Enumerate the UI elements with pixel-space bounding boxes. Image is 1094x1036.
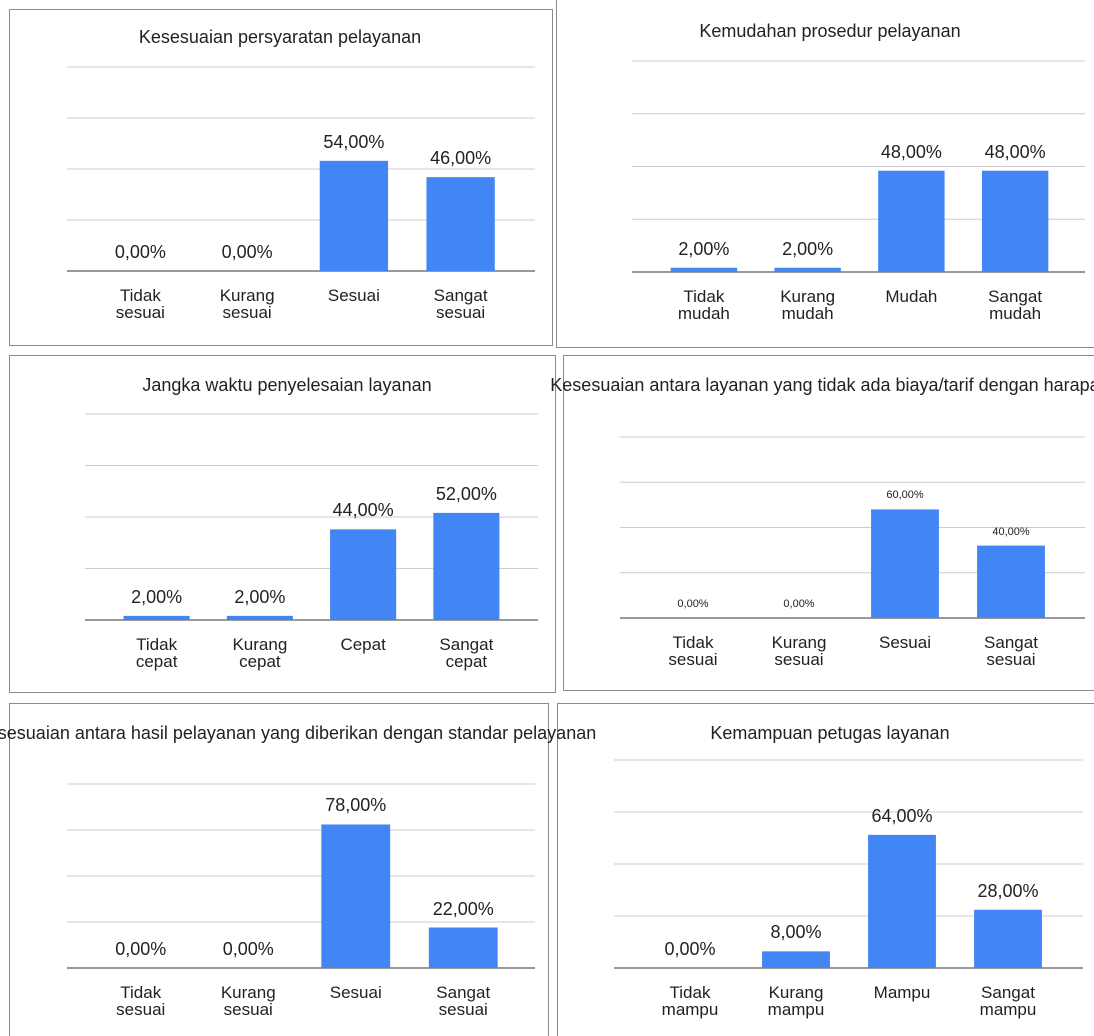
x-tick-label: Tidak sesuai: [116, 983, 166, 1019]
x-tick-label: Cepat: [340, 635, 386, 654]
value-label: 0,00%: [222, 939, 274, 959]
value-label: 0,00%: [115, 939, 167, 959]
value-label: 78,00%: [325, 795, 387, 816]
value-label: 0,00%: [677, 598, 709, 610]
value-label: 2,00%: [782, 238, 834, 259]
x-tick-label: Sangat sesuai: [436, 983, 491, 1019]
value-label: 44,00%: [332, 500, 394, 521]
bar: [878, 170, 945, 272]
x-tick-label: Kurang mampu: [767, 983, 825, 1019]
x-tick-label: Kurang sesuai: [771, 633, 827, 669]
x-tick-label: Tidak mampu: [661, 983, 719, 1019]
value-label: 0,00%: [114, 242, 166, 262]
chart-title: Kemampuan petugas layanan: [710, 723, 950, 743]
chart-title: Kemudahan prosedur pelayanan: [699, 21, 961, 41]
bar: [123, 615, 190, 620]
x-tick-label: Tidak sesuai: [115, 286, 165, 322]
chart-panel: [9, 703, 549, 1036]
value-label: 46,00%: [430, 148, 492, 169]
x-tick-label: Kurang sesuai: [220, 983, 276, 1019]
chart-title: Jangka waktu penyelesaian layanan: [142, 375, 432, 395]
value-label: 22,00%: [432, 898, 494, 919]
bar: [319, 160, 389, 271]
bar: [774, 267, 841, 272]
bar: [433, 512, 500, 620]
x-tick-label: Tidak cepat: [135, 635, 178, 671]
x-tick-label: Kurang mudah: [780, 287, 836, 323]
value-label: 40,00%: [992, 525, 1030, 538]
value-label: 52,00%: [435, 483, 497, 504]
chart-title: Kesesuaian antara layanan yang tidak ada…: [550, 375, 1094, 395]
x-tick-label: Tidak sesuai: [668, 633, 718, 669]
value-label: 28,00%: [977, 880, 1039, 901]
chart-title: Kesesuaian antara hasil pelayanan yang d…: [0, 723, 597, 743]
value-label: 2,00%: [678, 238, 730, 259]
value-label: 48,00%: [984, 141, 1046, 162]
x-tick-label: Sangat sesuai: [433, 286, 488, 322]
bar: [670, 267, 738, 272]
x-tick-label: Sesuai: [879, 633, 931, 652]
bar: [330, 529, 397, 620]
value-label: 8,00%: [770, 922, 822, 943]
chart-panel: [563, 355, 1094, 691]
bar: [871, 509, 939, 618]
x-tick-label: Mudah: [885, 287, 938, 306]
bar: [426, 177, 495, 271]
value-label: 60,00%: [886, 489, 924, 502]
x-tick-label: Tidak mudah: [677, 287, 730, 323]
bar: [226, 615, 293, 620]
value-label: 54,00%: [323, 131, 385, 152]
x-tick-label: Sesuai: [329, 983, 382, 1002]
value-label: 48,00%: [880, 141, 942, 162]
value-label: 0,00%: [664, 939, 716, 959]
x-tick-label: Kurang sesuai: [219, 286, 275, 322]
value-label: 0,00%: [221, 242, 273, 262]
bar: [428, 927, 498, 968]
bar: [981, 170, 1049, 272]
value-label: 64,00%: [871, 805, 933, 826]
chart-panel: [557, 703, 1094, 1036]
value-label: 2,00%: [234, 586, 286, 607]
bar: [974, 909, 1042, 968]
chart-title: Kesesuaian persyaratan pelayanan: [138, 27, 422, 47]
bar: [321, 824, 391, 968]
bar: [977, 545, 1045, 618]
value-label: 2,00%: [131, 586, 183, 607]
bar: [762, 951, 830, 968]
x-tick-label: Sangat mudah: [988, 287, 1043, 323]
x-tick-label: Sesuai: [327, 286, 380, 305]
x-tick-label: Sangat cepat: [439, 635, 494, 671]
bar: [868, 834, 936, 968]
x-tick-label: Sangat sesuai: [984, 633, 1038, 669]
value-label: 0,00%: [783, 598, 815, 610]
x-tick-label: Sangat mampu: [979, 983, 1037, 1019]
x-tick-label: Mampu: [873, 983, 931, 1002]
x-tick-label: Kurang cepat: [232, 635, 288, 671]
